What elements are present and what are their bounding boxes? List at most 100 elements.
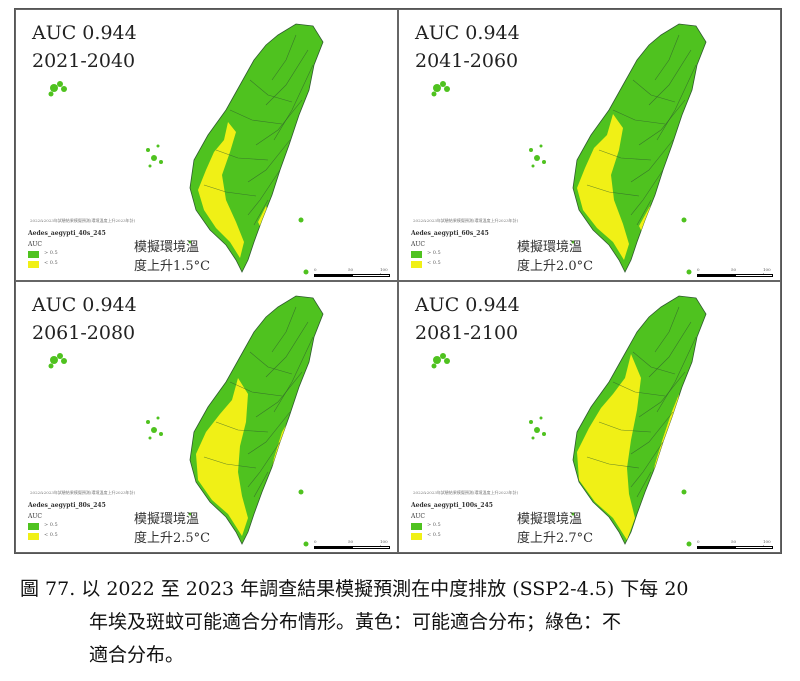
matsu-island bbox=[440, 353, 446, 359]
legend-item-unsuitable: > 0.5 bbox=[411, 250, 471, 259]
county-boundary bbox=[215, 421, 269, 433]
suitable-area bbox=[577, 114, 629, 260]
taiwan-map bbox=[48, 23, 324, 275]
matsu-island bbox=[61, 358, 67, 364]
scale-tick: 0 bbox=[697, 267, 700, 272]
legend-swatch-green bbox=[28, 523, 39, 530]
period-label: 2081-2100 bbox=[415, 322, 519, 344]
auc-label: AUC 0.944 bbox=[32, 22, 137, 44]
scale-tick: 50 bbox=[731, 539, 737, 544]
legend-swatch-green bbox=[411, 523, 422, 530]
county-boundary bbox=[636, 199, 652, 226]
penghu-island bbox=[151, 155, 157, 161]
annotation-line-2: 度上升2.0°C bbox=[517, 259, 594, 274]
matsu-island bbox=[444, 358, 450, 364]
map-panel: AUC 0.944 2081-2100 2022&2023年試驗結果模擬預測(環… bbox=[398, 281, 781, 553]
auc-label: AUC 0.944 bbox=[415, 294, 520, 316]
legend-title: AUC bbox=[28, 513, 42, 520]
suitable-area bbox=[198, 122, 244, 258]
period-label: 2061-2080 bbox=[32, 322, 136, 344]
county-boundary bbox=[586, 184, 640, 197]
matsu-island bbox=[433, 356, 441, 364]
penghu-island bbox=[148, 436, 152, 440]
legend-text: < 0.5 bbox=[427, 532, 441, 538]
scale-bar: 0 50 100 km bbox=[314, 267, 390, 278]
outlying-island bbox=[303, 541, 309, 547]
taiwan-map bbox=[48, 295, 324, 547]
legend-text: > 0.5 bbox=[44, 522, 58, 528]
temperature-annotation: 模擬環境溫 度上升2.5°C bbox=[134, 510, 210, 548]
taiwan-map bbox=[431, 295, 707, 547]
scale-tick: 50 bbox=[348, 539, 354, 544]
county-boundary bbox=[656, 64, 697, 141]
caption-line-2: 年埃及斑蚊可能適合分布情形。黃色：可能適合分布；綠色：不 bbox=[89, 611, 622, 633]
county-boundary bbox=[630, 169, 664, 216]
legend-text: < 0.5 bbox=[427, 260, 441, 266]
scale-tick: 50 bbox=[731, 267, 737, 272]
scale-bar: 0 50 100 km bbox=[697, 539, 773, 550]
county-boundary bbox=[598, 149, 652, 161]
caption-line-3: 適合分布。 bbox=[89, 644, 185, 666]
scale-tick: 50 bbox=[348, 267, 354, 272]
outlying-island bbox=[188, 512, 192, 516]
scale-bar-graphic bbox=[314, 546, 390, 549]
county-boundary bbox=[632, 351, 676, 375]
county-boundary bbox=[253, 199, 269, 226]
county-boundary bbox=[612, 109, 666, 125]
matsu-island bbox=[61, 86, 67, 92]
matsu-island bbox=[57, 81, 63, 87]
outlying-island bbox=[681, 489, 687, 495]
matsu-island bbox=[48, 363, 54, 369]
legend-item-unsuitable: > 0.5 bbox=[28, 250, 88, 259]
map-credit: 2022&2023年試驗結果模擬預測(環境溫度上升2023年計) bbox=[413, 490, 519, 495]
penghu-island bbox=[146, 148, 150, 152]
penghu-island bbox=[159, 432, 163, 436]
county-boundary bbox=[255, 99, 303, 146]
unsuitable-area bbox=[189, 23, 324, 273]
county-boundary bbox=[247, 441, 281, 488]
outlying-island bbox=[681, 217, 687, 223]
penghu-island bbox=[146, 420, 150, 424]
species-label: Aedes_aegypti_60s_245 bbox=[411, 230, 489, 237]
penghu-island bbox=[531, 164, 535, 168]
legend-item-unsuitable: > 0.5 bbox=[411, 522, 471, 531]
county-boundary bbox=[271, 306, 297, 353]
penghu-island bbox=[156, 144, 160, 148]
outlying-island bbox=[686, 541, 692, 547]
taiwan-map bbox=[431, 23, 707, 275]
annotation-line-2: 度上升1.5°C bbox=[134, 259, 211, 274]
county-boundary bbox=[271, 34, 297, 81]
county-boundary bbox=[656, 336, 697, 413]
legend-item-suitable: < 0.5 bbox=[411, 532, 471, 541]
unsuitable-area bbox=[189, 295, 324, 545]
map-credit: 2022&2023年試驗結果模擬預測(環境溫度上升2023年計) bbox=[30, 490, 136, 495]
legend-text: > 0.5 bbox=[44, 250, 58, 256]
unsuitable-area bbox=[572, 23, 707, 273]
county-boundary bbox=[638, 99, 686, 146]
penghu-island bbox=[534, 427, 540, 433]
county-boundary bbox=[654, 34, 680, 81]
annotation-line-2: 度上升2.7°C bbox=[517, 531, 594, 546]
county-boundary bbox=[654, 306, 680, 353]
scale-tick: 0 bbox=[314, 267, 317, 272]
matsu-island bbox=[50, 84, 58, 92]
legend-title: AUC bbox=[28, 241, 42, 248]
legend-swatch-yellow bbox=[28, 261, 39, 268]
legend-swatch-green bbox=[28, 251, 39, 258]
auc-label: AUC 0.944 bbox=[415, 22, 520, 44]
penghu-island bbox=[529, 420, 533, 424]
suitable-area bbox=[577, 354, 641, 540]
legend-item-suitable: < 0.5 bbox=[28, 532, 88, 541]
county-boundary bbox=[632, 79, 676, 103]
legend-item-unsuitable: > 0.5 bbox=[28, 522, 88, 531]
legend-swatch-yellow bbox=[411, 533, 422, 540]
species-label: Aedes_aegypti_80s_245 bbox=[28, 502, 106, 509]
scale-bar-graphic bbox=[697, 274, 773, 277]
county-boundary bbox=[249, 351, 293, 375]
outlying-island bbox=[298, 489, 304, 495]
county-boundary bbox=[586, 456, 640, 469]
scale-bar-graphic bbox=[314, 274, 390, 277]
penghu-island bbox=[542, 432, 546, 436]
legend-text: > 0.5 bbox=[427, 250, 441, 256]
county-boundary bbox=[598, 421, 652, 433]
